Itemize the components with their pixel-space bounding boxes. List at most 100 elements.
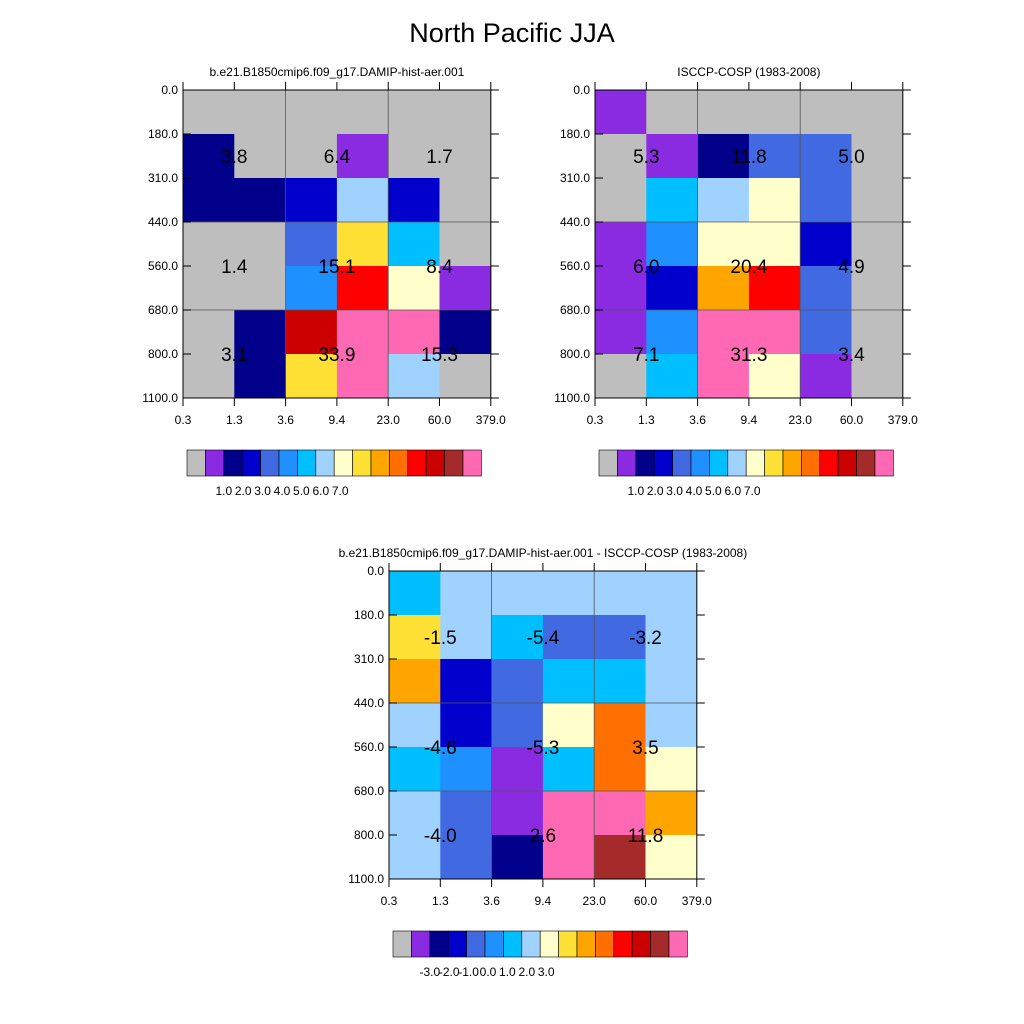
heatmap-cell: [851, 222, 904, 267]
heatmap-cell: [183, 310, 235, 355]
panel-title: ISCCP-COSP (1983-2008): [677, 65, 820, 79]
y-tick-label: 680.0: [560, 303, 590, 317]
heatmap-cell: [440, 791, 493, 836]
heatmap-cell: [389, 835, 441, 880]
colorbar-label: 2.0: [647, 484, 664, 498]
block-value-label: 5.0: [838, 147, 864, 168]
colorbar-label: 1.0: [499, 965, 516, 979]
colorbar-label: 5.0: [705, 484, 722, 498]
heatmap-cell: [748, 310, 801, 355]
heatmap-cell: [800, 90, 852, 135]
colorbar-swatch: [558, 930, 578, 958]
block-value-label: 6.0: [633, 257, 659, 278]
heatmap-cell: [439, 134, 492, 179]
colorbar-swatch: [595, 930, 615, 958]
heatmap-cell: [542, 791, 595, 836]
heatmap-cell: [389, 747, 441, 792]
y-tick-label: 310.0: [354, 652, 384, 666]
colorbar-swatch: [205, 449, 225, 477]
colorbar-swatch: [874, 449, 894, 477]
heatmap-cell: [851, 266, 904, 311]
heatmap-cell: [594, 791, 646, 836]
x-tick-label: 23.0: [789, 413, 813, 427]
colorbar-swatch: [462, 449, 482, 477]
heatmap-cell: [851, 178, 904, 223]
heatmap-cell: [594, 703, 646, 748]
colorbar-label: 1.0: [627, 484, 644, 498]
heatmap-cell: [748, 266, 801, 311]
heatmap-cell: [594, 571, 646, 616]
heatmap-cell: [183, 90, 235, 135]
colorbar-swatch: [576, 930, 596, 958]
colorbar-swatch: [315, 449, 335, 477]
heatmap-cell: [234, 354, 287, 399]
heatmap-cell: [285, 310, 338, 355]
colorbar-swatch: [503, 930, 523, 958]
heatmap-cell: [388, 266, 440, 311]
heatmap-cell: [800, 266, 852, 311]
colorbar-swatch: [856, 449, 876, 477]
colorbar-swatch: [764, 449, 784, 477]
x-tick-label: 1.3: [432, 894, 449, 908]
heatmap-cell: [439, 178, 492, 223]
heatmap-cell: [595, 178, 647, 223]
heatmap-cell: [697, 90, 750, 135]
heatmap-cell: [388, 310, 440, 355]
heatmap-cell: [851, 134, 904, 179]
colorbar-swatch: [745, 449, 765, 477]
heatmap-cell: [388, 90, 440, 135]
heatmap-cell: [646, 178, 699, 223]
colorbar-swatch: [631, 930, 651, 958]
heatmap-cell: [646, 222, 699, 267]
page-title: North Pacific JJA: [409, 18, 615, 48]
heatmap-cell: [645, 747, 698, 792]
colorbar-label: 1.0: [215, 484, 232, 498]
heatmap-cell: [646, 90, 699, 135]
heatmap-cell: [851, 310, 904, 355]
colorbar-swatch: [635, 449, 655, 477]
heatmap-cell: [234, 222, 287, 267]
colorbar-swatch: [425, 449, 445, 477]
heatmap-cell: [748, 222, 801, 267]
heatmap-cell: [234, 178, 287, 223]
heatmap-cell: [851, 354, 904, 399]
heatmap-cell: [285, 354, 338, 399]
heatmap-cell: [183, 178, 235, 223]
panel-title: b.e21.B1850cmip6.f09_g17.DAMIP-hist-aer.…: [209, 65, 464, 79]
heatmap-cell: [336, 354, 389, 399]
heatmap-cell: [336, 90, 389, 135]
y-tick-label: 680.0: [148, 303, 178, 317]
block-value-label: 11.8: [628, 826, 664, 847]
heatmap-cell: [285, 266, 338, 311]
heatmap-cell: [439, 90, 492, 135]
heatmap-cell: [440, 615, 493, 660]
block-value-label: 1.4: [221, 257, 248, 278]
colorbar-swatch: [521, 930, 541, 958]
colorbar-swatch: [223, 449, 243, 477]
heatmap-cell: [542, 747, 595, 792]
heatmap-cell: [645, 835, 698, 880]
y-tick-label: 0.0: [367, 564, 384, 578]
heatmap-cell: [439, 222, 492, 267]
block-value-label: 3.4: [838, 345, 865, 366]
heatmap-cell: [389, 659, 441, 704]
y-tick-label: 310.0: [148, 171, 178, 185]
heatmap-cell: [491, 703, 544, 748]
heatmap-cell: [645, 615, 698, 660]
colorbar-swatch: [617, 449, 637, 477]
heatmap-cell: [542, 571, 595, 616]
block-value-label: 1.7: [426, 147, 452, 168]
colorbar-swatch: [370, 449, 390, 477]
y-tick-label: 310.0: [560, 171, 590, 185]
heatmap-cell: [645, 791, 698, 836]
block-value-label: -5.3: [527, 738, 560, 759]
heatmap-cell: [748, 134, 801, 179]
y-tick-label: 180.0: [560, 127, 590, 141]
colorbar-swatch: [333, 449, 353, 477]
y-tick-label: 0.0: [573, 83, 590, 97]
x-tick-label: 3.6: [689, 413, 706, 427]
heatmap-cell: [389, 571, 441, 616]
heatmap-cell: [645, 703, 698, 748]
heatmap-cell: [234, 90, 287, 135]
